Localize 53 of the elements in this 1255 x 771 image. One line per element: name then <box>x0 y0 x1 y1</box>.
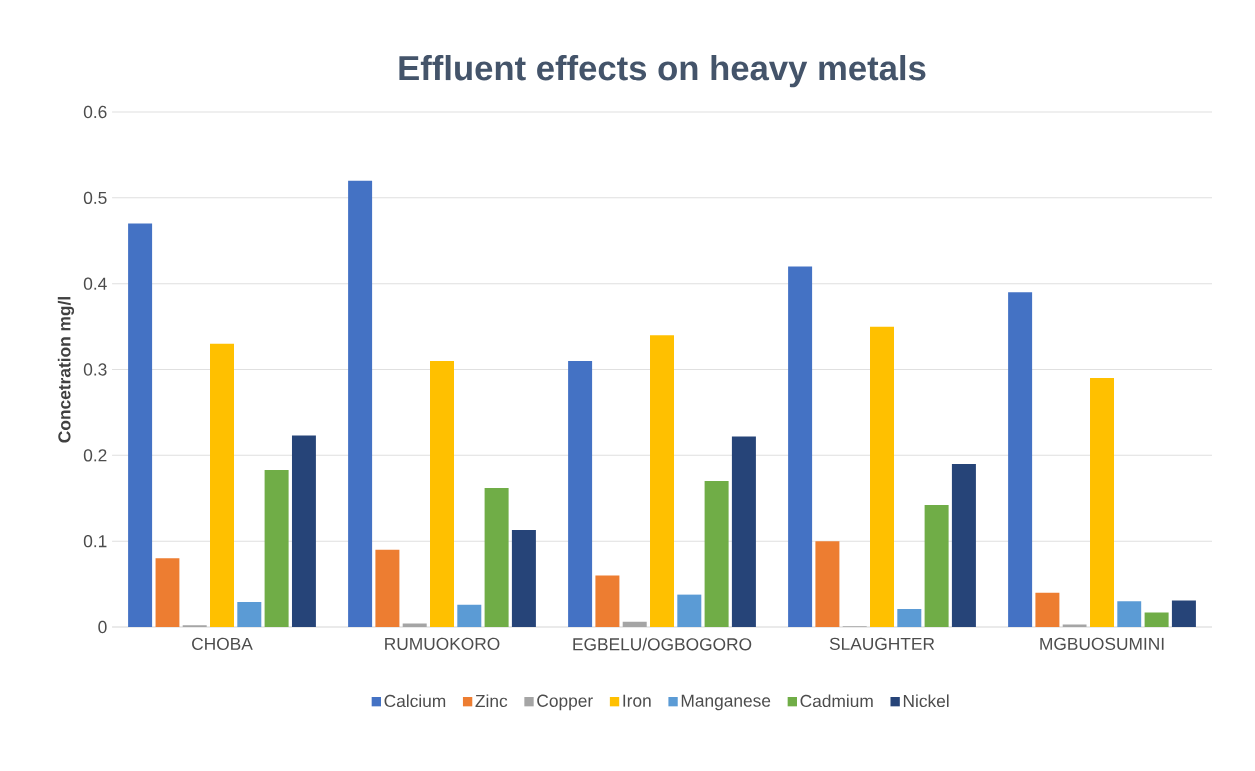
bar <box>897 608 922 627</box>
y-tick-label: 0.3 <box>83 363 107 376</box>
bar <box>430 360 455 627</box>
x-tick-label: SLAUGHTER <box>829 637 935 650</box>
bar <box>815 541 840 627</box>
y-tick-label: 0.1 <box>83 535 107 548</box>
bar <box>1171 600 1196 627</box>
bar <box>677 594 702 627</box>
y-tick-label: 0 <box>98 620 107 634</box>
bar <box>924 505 949 627</box>
bar <box>348 180 373 627</box>
x-tick-label: MGBUOSUMINI <box>1040 637 1164 650</box>
bar <box>375 549 400 627</box>
bar <box>731 436 756 627</box>
bar <box>511 530 536 627</box>
legend-label: Zinc <box>475 694 508 708</box>
legend-label: Calcium <box>384 694 446 708</box>
bar <box>1117 601 1142 627</box>
bar <box>1062 624 1087 627</box>
x-tick-label: CHOBA <box>192 637 253 650</box>
bar <box>128 223 153 627</box>
bar <box>1144 612 1169 627</box>
y-tick-label: 0.5 <box>83 191 107 204</box>
bar <box>650 335 675 627</box>
bar <box>1090 378 1115 627</box>
bar <box>457 604 482 627</box>
legend-label: Iron <box>623 694 651 707</box>
bar <box>484 487 509 627</box>
bar <box>595 575 620 627</box>
x-tick-label: EGBELU/OGBOGORO <box>573 637 752 651</box>
bar <box>870 326 895 627</box>
bar <box>951 463 976 627</box>
legend-label: Nickel <box>903 694 949 708</box>
legend-label: Manganese <box>681 694 771 711</box>
bar <box>1035 592 1060 627</box>
y-tick-label: 0.6 <box>83 105 107 119</box>
bar <box>704 481 729 627</box>
bar <box>237 602 262 627</box>
bar <box>622 621 647 627</box>
bar <box>155 558 180 627</box>
bar <box>264 469 289 627</box>
bar <box>568 360 593 627</box>
chart-title: Effluent effects on heavy metals <box>399 54 926 88</box>
bar <box>291 435 316 627</box>
y-tick-label: 0.2 <box>83 449 107 462</box>
y-axis-title: Concetration mg/l <box>57 297 75 443</box>
x-tick-label: RUMUOKORO <box>385 637 500 650</box>
bar <box>788 266 813 627</box>
legend-label: Cadmium <box>800 694 873 708</box>
legend-label: Copper <box>537 694 593 711</box>
y-tick-label: 0.4 <box>83 277 107 290</box>
bar <box>210 343 235 627</box>
bar <box>1008 292 1033 627</box>
